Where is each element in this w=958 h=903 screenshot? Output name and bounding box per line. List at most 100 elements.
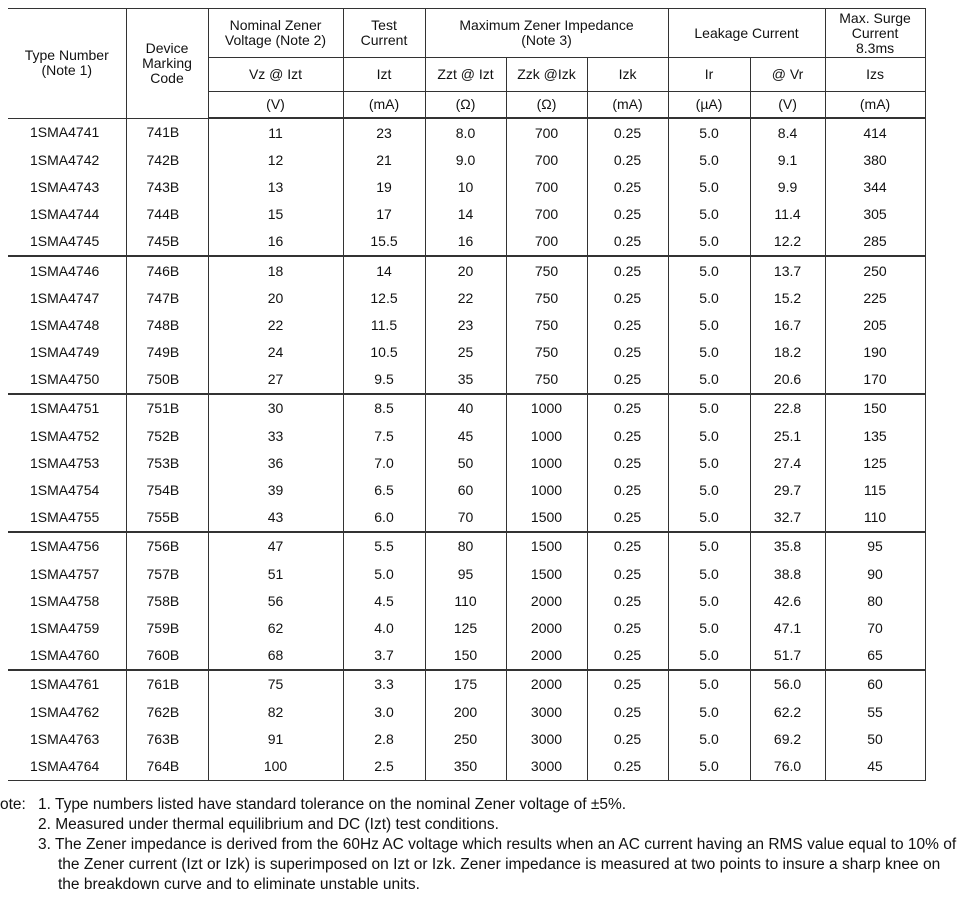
table-cell: 350 (424, 752, 507, 781)
table-cell: 12 (207, 146, 344, 174)
table-cell: 760B (125, 641, 209, 670)
table-cell: 51 (207, 560, 344, 588)
table-cell: 0.25 (586, 503, 669, 532)
table-cell: 0.25 (586, 200, 669, 228)
table-cell: 5.0 (667, 173, 751, 201)
table-cell: 5.0 (667, 146, 751, 174)
header-cell: Maximum Zener Impedance (Note 3) (424, 8, 669, 58)
table-cell: 19 (342, 173, 426, 201)
table-cell: 1SMA4746 (8, 254, 127, 285)
table-cell: 5.0 (667, 227, 751, 256)
table-row: 1SMA4744 744B 15 17 14 700 0.25 5.0 11.4 305 (8, 200, 926, 228)
note-item: 3. The Zener impedance is derived from t… (38, 836, 957, 893)
table-body: 1SMA4741 741B 11 23 8.0 700 0.25 5.0 8.4 414 1SMA4… (8, 118, 926, 781)
table-cell: 35 (424, 365, 507, 394)
table-cell: 764B (125, 752, 209, 781)
table-cell: 16 (207, 227, 344, 256)
table-cell: 750 (505, 254, 588, 285)
table-cell: 2000 (505, 614, 588, 642)
table-cell: 762B (125, 697, 209, 726)
table-cell: 5.0 (667, 200, 751, 228)
table-cell: 4.0 (342, 614, 426, 642)
table-cell: 700 (505, 118, 588, 147)
table-row: 1SMA4756 756B 47 5.5 80 1500 0.25 5.0 35.8 95 (8, 530, 926, 560)
table-cell: 344 (824, 173, 926, 201)
table-cell: 10 (424, 173, 507, 201)
table-cell: 3000 (505, 725, 588, 753)
header-cell: Zzt @ Izt (424, 57, 507, 92)
table-cell: 749B (125, 338, 209, 366)
table-cell: 22 (207, 311, 344, 339)
table-cell: 1SMA4755 (8, 503, 127, 532)
table-cell: 5.0 (667, 641, 751, 670)
table-cell: 50 (424, 449, 507, 477)
table-cell: 17 (342, 200, 426, 228)
table-cell: 0.25 (586, 641, 669, 670)
table-cell: 18 (207, 254, 344, 285)
table-cell: 68 (207, 641, 344, 670)
table-cell: 747B (125, 284, 209, 312)
table-cell: 5.0 (667, 697, 751, 726)
table-cell: 5.0 (667, 392, 751, 423)
header-cell: @ Vr (749, 57, 826, 92)
table-cell: 743B (125, 173, 209, 201)
table-cell: 1SMA4763 (8, 725, 127, 753)
table-cell: 47.1 (749, 614, 826, 642)
table-cell: 0.25 (586, 365, 669, 394)
table-row: 1SMA4760 760B 68 3.7 150 2000 0.25 5.0 51.7 65 (8, 641, 926, 670)
table-row: 1SMA4741 741B 11 23 8.0 700 0.25 5.0 8.4 414 (8, 118, 926, 147)
table-cell: 5.0 (667, 725, 751, 753)
header-cell: Izs (824, 57, 926, 92)
note-item: 2. Measured under thermal equilibrium an… (38, 816, 499, 833)
table-cell: 759B (125, 614, 209, 642)
table-cell: 62.2 (749, 697, 826, 726)
table-cell: 752B (125, 422, 209, 450)
table-cell: 40 (424, 392, 507, 423)
table-row: 1SMA4745 745B 16 15.5 16 700 0.25 5.0 12.2 285 (8, 227, 926, 256)
header-cell: Leakage Current (667, 8, 826, 58)
table-cell: 125 (424, 614, 507, 642)
table-cell: 9.1 (749, 146, 826, 174)
header-cell: Test Current (342, 8, 426, 58)
table-cell: 115 (824, 476, 926, 504)
table-cell: 80 (424, 530, 507, 560)
spec-table: Type Number (Note 1) Device Marking Code… (8, 8, 926, 781)
table-cell: 0.25 (586, 449, 669, 477)
table-cell: 0.25 (586, 422, 669, 450)
table-cell: 35.8 (749, 530, 826, 560)
header-cell: (Ω) (424, 91, 507, 119)
table-cell: 23 (342, 118, 426, 147)
table-cell: 750 (505, 365, 588, 394)
table-cell: 1SMA4757 (8, 560, 127, 588)
table-cell: 0.25 (586, 668, 669, 698)
table-cell: 11.4 (749, 200, 826, 228)
table-cell: 150 (824, 392, 926, 423)
table-cell: 0.25 (586, 725, 669, 753)
table-cell: 8.5 (342, 392, 426, 423)
table-cell: 2000 (505, 641, 588, 670)
table-row: 1SMA4755 755B 43 6.0 70 1500 0.25 5.0 32.7 110 (8, 503, 926, 532)
table-cell: 70 (424, 503, 507, 532)
table-cell: 51.7 (749, 641, 826, 670)
table-cell: 110 (424, 587, 507, 615)
table-cell: 15.5 (342, 227, 426, 256)
table-cell: 38.8 (749, 560, 826, 588)
table-cell: 56.0 (749, 668, 826, 698)
table-cell: 205 (824, 311, 926, 339)
header-cell: (mA) (342, 91, 426, 119)
table-cell: 3.7 (342, 641, 426, 670)
table-cell: 7.0 (342, 449, 426, 477)
table-row: 1SMA4763 763B 91 2.8 250 3000 0.25 5.0 69.2 50 (8, 725, 926, 753)
header-cell: Device Marking Code (125, 8, 209, 119)
table-cell: 5.0 (667, 752, 751, 781)
table-cell: 2000 (505, 587, 588, 615)
table-cell: 3000 (505, 697, 588, 726)
table-cell: 45 (824, 752, 926, 781)
table-cell: 5.0 (667, 311, 751, 339)
table-cell: 20.6 (749, 365, 826, 394)
table-cell: 1SMA4743 (8, 173, 127, 201)
table-cell: 5.0 (667, 338, 751, 366)
table-cell: 746B (125, 254, 209, 285)
table-cell: 0.25 (586, 697, 669, 726)
table-cell: 8.4 (749, 118, 826, 147)
